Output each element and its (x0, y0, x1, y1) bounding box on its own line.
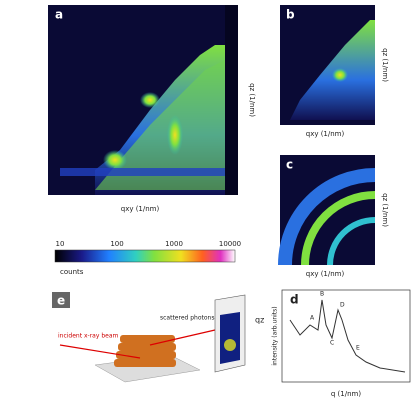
panel-b: b qxy (1/nm) qz (1/nm) (280, 5, 389, 138)
y-axis-label: qz (1/nm) (381, 193, 389, 227)
colorbar-tick: 10000 (219, 240, 241, 248)
colorbar-scale (55, 250, 235, 262)
panel-label: a (55, 8, 63, 22)
panel-label: d (290, 293, 299, 307)
plot-frame (282, 290, 410, 382)
peak (167, 115, 183, 155)
colorbar: 10 100 1000 10000 counts (55, 240, 241, 276)
detector-spot (224, 339, 236, 351)
x-axis-label: qxy (1/nm) (121, 205, 160, 213)
x-axis-label: q (1/nm) (331, 390, 361, 398)
y-axis-label: intensity (arb.units) (272, 306, 279, 365)
panel-e: e incident x-ray beam scattered photons … (52, 292, 264, 382)
colorbar-tick: 10 (56, 240, 65, 248)
detector-axis: qz (255, 316, 264, 325)
panel-label: b (286, 8, 295, 22)
yoneda-band (60, 168, 230, 176)
peak-label: D (340, 302, 345, 309)
panel-label: e (57, 294, 65, 308)
crystal-stack (114, 335, 176, 367)
y-axis-label: qz (1/nm) (381, 48, 389, 82)
peak (140, 92, 160, 108)
beamstop (225, 5, 238, 195)
colorbar-tick: 100 (110, 240, 123, 248)
beam-label: incident x-ray beam (58, 333, 118, 340)
scattered-label: scattered photons (160, 315, 214, 322)
panel-c: c qxy (1/nm) qz (1/nm) (280, 155, 389, 278)
peak (103, 150, 127, 170)
x-axis-label: qxy (1/nm) (306, 130, 345, 138)
detector-image (220, 312, 240, 364)
figure: a qxy (1/nm) qz (1/nm) b qxy (1/nm) qz (… (0, 0, 419, 404)
colorbar-tick: 1000 (165, 240, 183, 248)
panel-d: d A B C D E q (1/nm) intensity (arb.unit… (272, 290, 411, 398)
peak (332, 68, 348, 82)
y-axis-label: qz (1/nm) (248, 83, 256, 117)
panel-a: a qxy (1/nm) qz (1/nm) (48, 5, 256, 213)
peak-label: B (320, 291, 324, 298)
peak-label: C (330, 340, 334, 347)
peak-label: E (356, 345, 360, 352)
colorbar-label: counts (60, 268, 84, 276)
panel-label: c (286, 158, 293, 172)
x-axis-label: qxy (1/nm) (306, 270, 345, 278)
